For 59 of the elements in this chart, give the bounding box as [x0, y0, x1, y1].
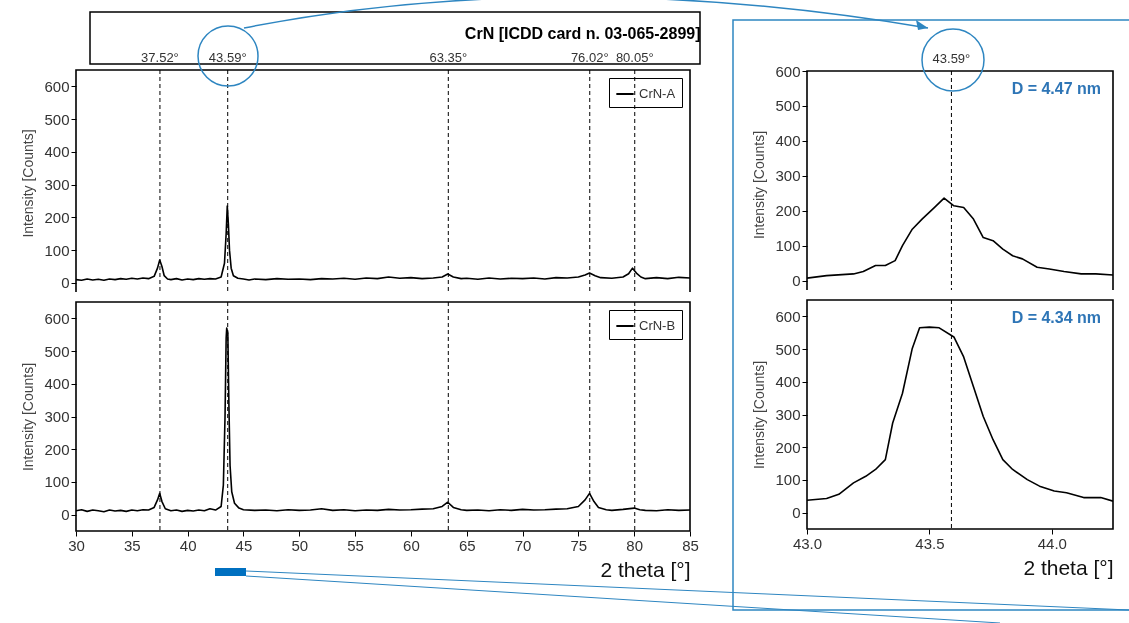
- y-tick-label: 0: [792, 272, 801, 290]
- y-tick-label: 500: [44, 110, 70, 128]
- y-tick-label: 400: [775, 373, 801, 391]
- y-tick-label: 400: [775, 132, 801, 150]
- ref-line-label: 43.59°: [208, 50, 247, 65]
- ref-line-label: 80.05°: [615, 50, 654, 65]
- x-tick-label: 65: [458, 536, 476, 554]
- y-axis-title: Intensity [Counts]: [20, 362, 37, 472]
- ref-line-label: 63.35°: [429, 50, 468, 65]
- y-axis-title: Intensity [Counts]: [751, 360, 768, 470]
- y-tick-label: 300: [775, 406, 801, 423]
- y-tick-label: 100: [775, 471, 801, 489]
- x-tick-label: 45: [235, 536, 253, 554]
- y-tick-label: 300: [44, 176, 70, 194]
- x-tick-label: 85: [682, 536, 699, 554]
- x-axis-title: 2 theta [°]: [600, 557, 691, 581]
- x-tick-label: 60: [403, 536, 420, 554]
- legend-label: CrN-B: [639, 318, 676, 333]
- y-tick-label: 500: [775, 97, 801, 115]
- annotation: D = 4.47 nm: [1011, 80, 1101, 97]
- x-tick-label: 44.0: [1037, 534, 1067, 552]
- y-tick-label: 100: [44, 241, 70, 259]
- x-tick-label: 30: [68, 536, 85, 554]
- ref-line-label: 43.59°: [932, 51, 971, 66]
- ref-line-label: 37.52°: [141, 50, 179, 65]
- x-tick-label: 75: [570, 536, 588, 554]
- y-tick-label: 200: [775, 202, 801, 220]
- x-tick-label: 35: [123, 536, 141, 554]
- y-tick-label: 300: [44, 408, 70, 425]
- y-tick-label: 600: [775, 62, 801, 80]
- y-tick-label: 500: [775, 340, 801, 358]
- x-tick-label: 50: [291, 536, 309, 554]
- y-tick-label: 500: [44, 342, 70, 360]
- x-tick-label: 80: [626, 536, 644, 554]
- y-tick-label: 400: [44, 375, 70, 393]
- x-tick-label: 43.5: [915, 534, 945, 552]
- y-tick-label: 300: [775, 167, 801, 185]
- y-tick-label: 100: [775, 237, 801, 255]
- y-tick-label: 0: [792, 504, 801, 522]
- y-tick-label: 400: [44, 143, 70, 161]
- y-tick-label: 200: [775, 438, 801, 456]
- annotation: D = 4.34 nm: [1011, 309, 1101, 326]
- y-axis-title: Intensity [Counts]: [751, 130, 768, 240]
- x-tick-label: 40: [179, 536, 197, 554]
- y-tick-label: 0: [61, 274, 70, 292]
- y-tick-label: 600: [44, 77, 70, 95]
- x-tick-label: 43.0: [792, 534, 823, 552]
- ref-line-label: 76.02°: [570, 50, 609, 65]
- legend-label: CrN-A: [639, 86, 676, 101]
- x-tick-label: 55: [347, 536, 364, 554]
- x-axis-title: 2 theta [°]: [1023, 555, 1114, 579]
- x-tick-label: 70: [514, 536, 532, 554]
- y-tick-label: 600: [44, 309, 70, 327]
- y-tick-label: 200: [44, 440, 70, 458]
- y-tick-label: 0: [61, 506, 70, 524]
- y-tick-label: 200: [44, 208, 70, 226]
- y-tick-label: 600: [775, 307, 801, 325]
- y-tick-label: 100: [44, 473, 70, 491]
- y-axis-title: Intensity [Counts]: [20, 129, 37, 238]
